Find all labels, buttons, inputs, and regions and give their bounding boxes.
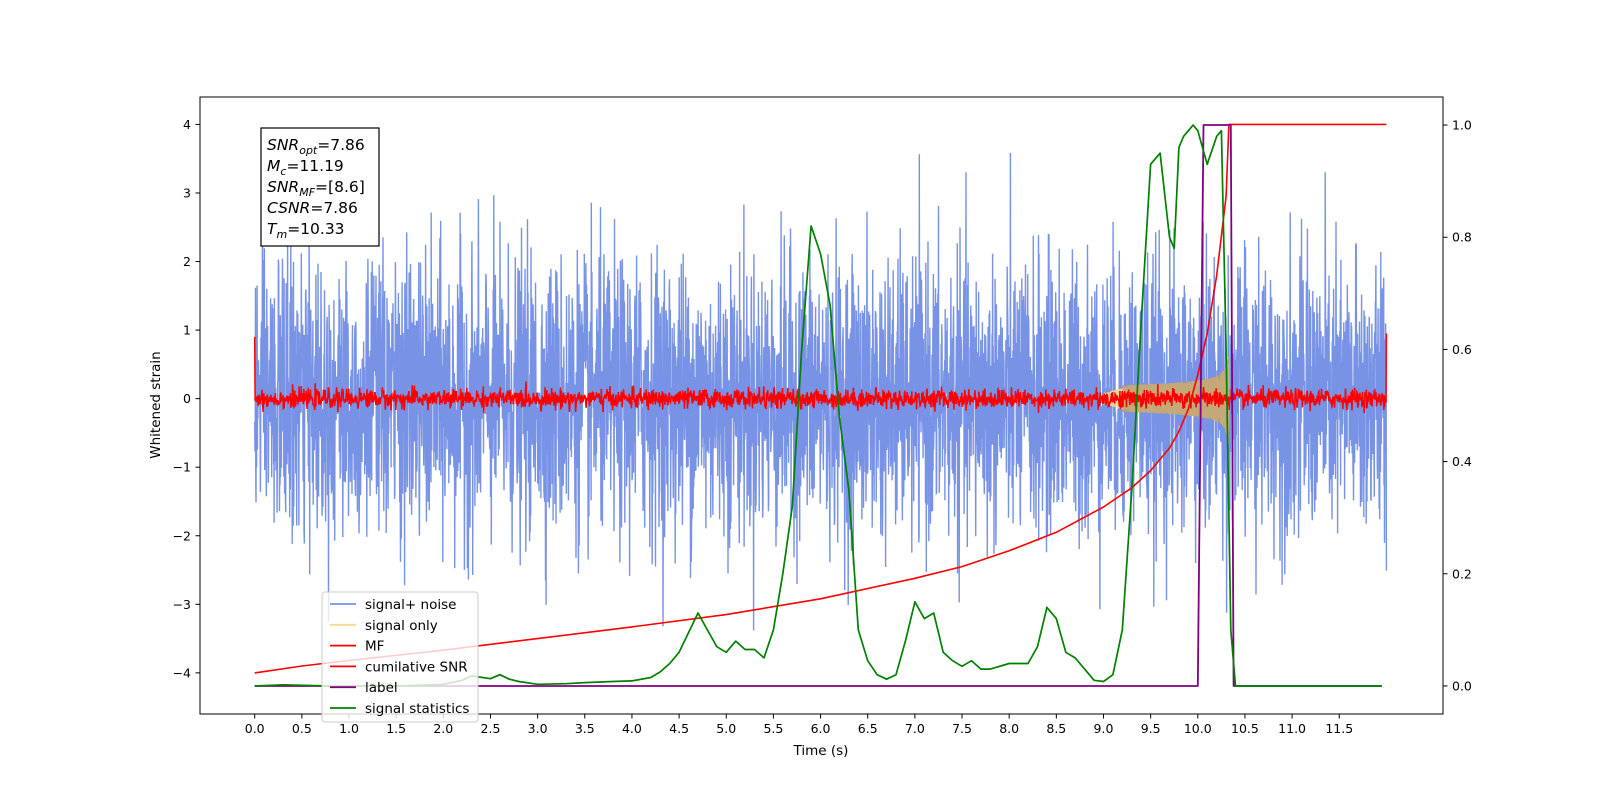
annotation-symbol: SNR [267,178,299,196]
x-tick-label: 8.0 [999,721,1019,736]
legend-label: cumilative SNR [365,659,468,675]
stats-annotation-box: SNRopt=7.86Mc=11.19SNRMF=[8.6]CSNR=7.86T… [260,127,380,247]
x-tick-label: 2.5 [481,721,501,736]
legend-frame [321,591,479,723]
y-axis-left-label: Whitened strain [148,351,164,458]
series-mf [253,333,1388,414]
plot-area [253,123,1388,687]
y-left-tick-label: 1 [183,323,191,338]
annotation-symbol: SNR [267,136,299,154]
x-tick-label: 11.0 [1278,721,1306,736]
x-tick-label: 1.0 [339,721,359,736]
y-right-tick-label: 0.8 [1452,230,1472,245]
x-tick-label: 5.5 [763,721,783,736]
x-tick-label: 2.0 [433,721,453,736]
y-left-tick-label: 3 [183,185,191,200]
y-right-tick-label: 1.0 [1452,118,1472,133]
annotation-subscript: m [276,228,287,241]
x-tick-label: 7.5 [952,721,972,736]
annotation-line: SNRMF=[8.6] [267,178,365,199]
x-axis-label: Time (s) [793,743,849,759]
legend: signal+ noise signal only MF cumilative SNR… [321,591,479,723]
legend-label: signal+ noise [365,597,456,613]
annotation-line: Mc=11.19 [267,157,344,178]
x-tick-label: 9.0 [1094,721,1114,736]
y-right-tick-label: 0.2 [1452,566,1472,581]
annotation-value: =7.86 [317,136,365,154]
x-tick-label: 3.5 [575,721,595,736]
annotation-subscript: c [280,165,286,178]
y-right-tick-label: 0.0 [1452,678,1472,693]
y-right-tick-label: 0.4 [1452,454,1472,469]
plot-frame [199,96,1444,715]
x-tick-label: 11.5 [1325,721,1353,736]
annotation-value: =[8.6] [315,178,365,196]
annotation-value: =10.33 [287,220,344,238]
x-tick-label: 8.5 [1046,721,1066,736]
x-tick-label: 3.0 [528,721,548,736]
x-tick-label: 4.5 [669,721,689,736]
series-cumulative-snr [254,123,1387,674]
x-tick-label: 6.0 [811,721,831,736]
y-left-tick-label: −3 [173,597,191,612]
x-tick-label: 10.5 [1231,721,1259,736]
y-axis-right-ticks: 0.0 0.2 0.4 0.6 0.8 1.0 [1443,118,1472,693]
y-left-tick-label: 0 [183,391,191,406]
y-left-tick-label: 2 [183,254,191,269]
annotation-subscript: MF [299,186,315,199]
x-tick-label: 1.5 [386,721,406,736]
y-right-tick-label: 0.6 [1452,342,1472,357]
y-left-tick-label: 4 [183,117,191,132]
y-left-tick-label: −4 [173,665,191,680]
annotation-value: =7.86 [310,199,358,217]
x-tick-label: 6.5 [858,721,878,736]
x-tick-label: 4.0 [622,721,642,736]
y-left-tick-label: −2 [173,528,191,543]
legend-label: label [365,680,398,696]
x-tick-label: 5.0 [716,721,736,736]
x-tick-label: 10.0 [1184,721,1212,736]
x-axis-ticks: 0.0 0.5 1.0 1.5 2.0 2.5 3.0 3.5 4.0 4.5 5.0 5.5 6.0 6… [245,714,1353,736]
series-signal-statistics [254,124,1382,687]
x-tick-label: 9.5 [1141,721,1161,736]
legend-label: MF [365,639,384,655]
y-left-tick-label: −1 [173,460,191,475]
annotation-line: CSNR=7.86 [267,199,358,217]
legend-label: signal statistics [365,701,469,717]
annotation-symbol: M [267,157,280,175]
x-tick-label: 0.0 [245,721,265,736]
annotation-line: SNRopt=7.86 [267,136,365,157]
annotation-value: =11.19 [286,157,343,175]
x-tick-label: 0.5 [292,721,312,736]
y-axis-left-ticks: −4 −3 −2 −1 0 1 2 3 4 [173,117,200,680]
legend-label: signal only [365,618,438,634]
annotation-symbol: T [267,220,278,238]
annotation-subscript: opt [299,144,318,157]
annotation-frame [260,127,380,247]
annotation-line: Tm=10.33 [267,220,345,241]
x-tick-label: 7.0 [905,721,925,736]
annotation-symbol: CSNR [267,199,310,217]
